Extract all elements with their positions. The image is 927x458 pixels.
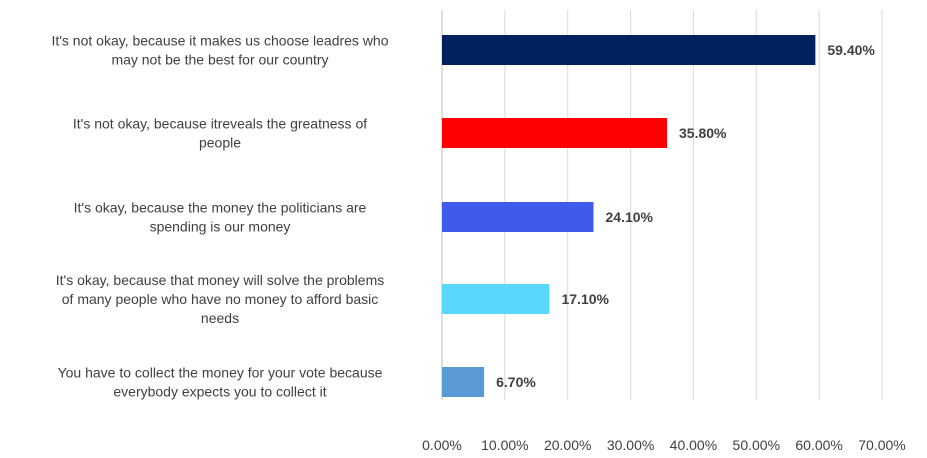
bars	[442, 35, 816, 397]
category-label: It's okay, because the money the politic…	[74, 200, 367, 235]
bar	[442, 35, 816, 65]
data-label: 17.10%	[561, 291, 609, 307]
bar	[442, 202, 594, 232]
category-label: It's okay, because that money will solve…	[56, 272, 384, 326]
x-tick-label: 50.00%	[733, 437, 780, 453]
category-label-line: needs	[201, 310, 239, 326]
category-label-line: It's okay, because the money the politic…	[74, 200, 367, 216]
x-tick-label: 70.00%	[858, 437, 905, 453]
x-axis-tick-labels: 0.00% 10.00% 20.00% 30.00% 40.00% 50.00% 60.00…	[422, 437, 906, 453]
bar	[442, 284, 550, 314]
category-label-line: It's not okay, because it makes us choos…	[51, 33, 388, 49]
x-tick-label: 60.00%	[795, 437, 842, 453]
bar	[442, 367, 485, 397]
category-label: You have to collect the money for your v…	[58, 365, 383, 400]
category-label-line: It's not okay, because itreveals the gre…	[73, 116, 367, 132]
data-label: 6.70%	[496, 374, 536, 390]
x-tick-label: 30.00%	[607, 437, 654, 453]
category-label-line: people	[199, 135, 241, 151]
data-label: 59.40%	[827, 42, 875, 58]
x-tick-label: 40.00%	[670, 437, 717, 453]
category-label-line: It's okay, because that money will solve…	[56, 272, 384, 288]
bar	[442, 118, 668, 148]
data-labels: 59.40% 35.80% 24.10% 17.10% 6.70%	[496, 42, 875, 390]
data-label: 35.80%	[679, 125, 727, 141]
x-tick-label: 20.00%	[544, 437, 591, 453]
category-label-line: You have to collect the money for your v…	[58, 365, 383, 381]
category-label-line: spending is our money	[150, 219, 291, 235]
category-labels: It's not okay, because it makes us choos…	[51, 33, 388, 400]
category-label: It's not okay, because itreveals the gre…	[73, 116, 367, 151]
x-tick-label: 0.00%	[422, 437, 462, 453]
data-label: 24.10%	[605, 209, 653, 225]
category-label-line: may not be the best for our country	[111, 52, 328, 68]
category-label-line: of many people who have no money to affo…	[62, 291, 379, 307]
x-tick-label: 10.00%	[481, 437, 528, 453]
category-label: It's not okay, because it makes us choos…	[51, 33, 388, 68]
category-label-line: everybody expects you to collect it	[113, 384, 326, 400]
